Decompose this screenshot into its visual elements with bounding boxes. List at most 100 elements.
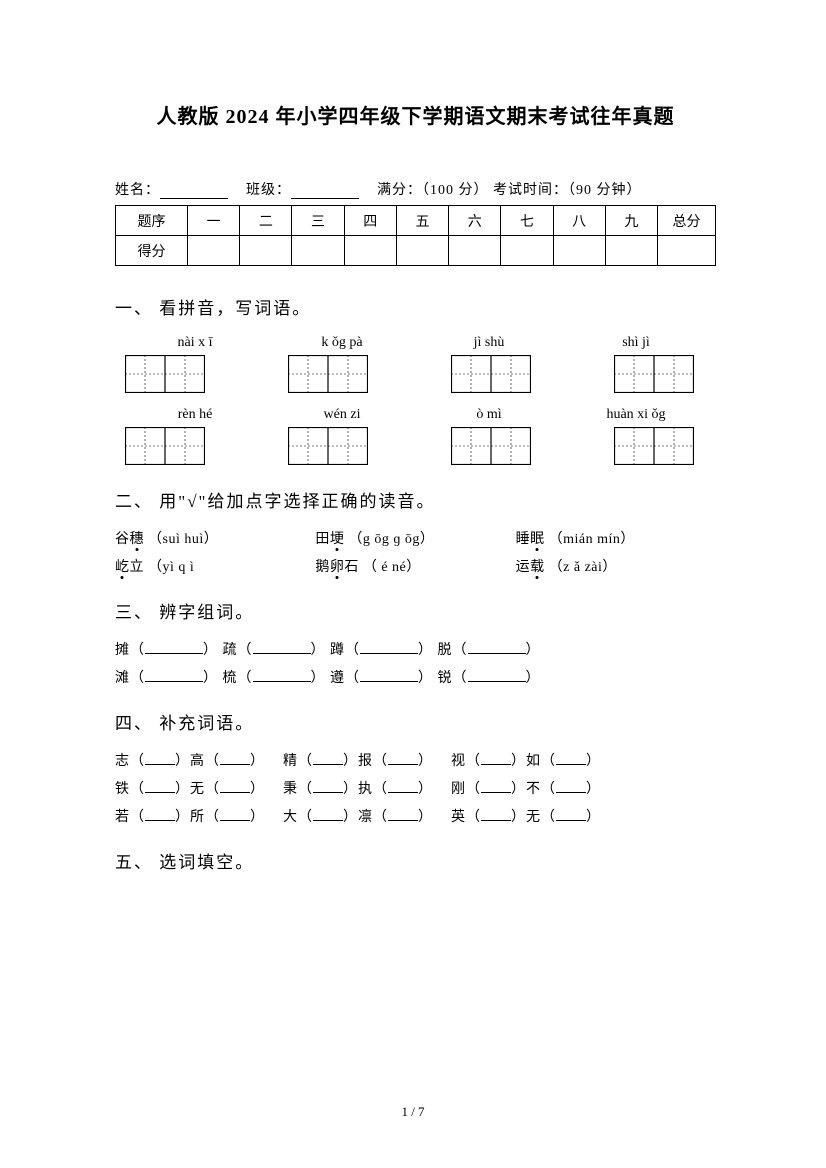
pinyin-label: shì jì [576, 335, 696, 351]
question-2-row: 谷穗 （suì huì）田埂 （g ōg ɡ ōg）睡眠 （mián mín） [115, 528, 716, 548]
section-1-title: 一、 看拼音，写词语。 [115, 294, 716, 319]
dotted-char: 载 [530, 556, 545, 576]
section-2-title: 二、 用"√"给加点字选择正确的读音。 [115, 487, 716, 512]
pinyin-label: ò mì [429, 407, 549, 423]
answer-blank[interactable] [481, 780, 511, 793]
answer-blank[interactable] [388, 808, 418, 821]
answer-blank[interactable] [220, 752, 250, 765]
header-cell: 题序 [116, 206, 188, 236]
header-cell: 二 [240, 206, 292, 236]
question-3-row: 滩（） 梳（） 遵（） 锐（） [115, 667, 716, 687]
answer-blank[interactable] [313, 808, 343, 821]
answer-blank[interactable] [253, 641, 311, 654]
header-cell: 五 [396, 206, 448, 236]
header-cell: 三 [292, 206, 344, 236]
writing-box[interactable] [614, 355, 694, 393]
score-cell[interactable] [396, 236, 448, 266]
answer-blank[interactable] [481, 752, 511, 765]
writing-box[interactable] [614, 427, 694, 465]
pinyin-label: huàn xi ǒg [576, 407, 696, 423]
question-2-item: 鹅卵石 （ é né） [315, 556, 515, 576]
answer-blank[interactable] [388, 752, 418, 765]
header-cell: 四 [344, 206, 396, 236]
score-label-cell: 得分 [116, 236, 188, 266]
writing-box[interactable] [451, 427, 531, 465]
score-cell[interactable] [292, 236, 344, 266]
writing-box[interactable] [125, 427, 205, 465]
answer-blank[interactable] [556, 780, 586, 793]
answer-blank[interactable] [220, 780, 250, 793]
answer-blank[interactable] [145, 669, 203, 682]
dotted-char: 眠 [530, 528, 545, 548]
header-cell: 九 [605, 206, 657, 236]
pinyin-label: rèn hé [135, 407, 255, 423]
answer-blank[interactable] [481, 808, 511, 821]
answer-blank[interactable] [145, 752, 175, 765]
student-info-line: 姓名： 班级： 满分：（100 分） 考试时间：（90 分钟） [115, 179, 716, 199]
answer-blank[interactable] [556, 752, 586, 765]
score-cell[interactable] [501, 236, 553, 266]
dotted-char: 屹 [115, 556, 130, 576]
answer-blank[interactable] [388, 780, 418, 793]
question-4-row: 志（）高（） 精（）报（） 视（）如（） [115, 750, 716, 770]
answer-blank[interactable] [145, 641, 203, 654]
class-label: 班级： [246, 183, 291, 198]
writing-box[interactable] [125, 355, 205, 393]
pinyin-label: k ǒg pà [282, 335, 402, 351]
time-label: 考试时间：（90 分钟） [493, 183, 642, 198]
score-cell[interactable] [553, 236, 605, 266]
pinyin-row: nài x ī k ǒg pà jì shù shì jì [115, 335, 716, 351]
section-3-title: 三、 辨字组词。 [115, 598, 716, 623]
answer-blank[interactable] [145, 808, 175, 821]
answer-blank[interactable] [145, 780, 175, 793]
answer-blank[interactable] [468, 641, 526, 654]
section-5-title: 五、 选词填空。 [115, 848, 716, 873]
score-cell[interactable] [240, 236, 292, 266]
document-title: 人教版 2024 年小学四年级下学期语文期末考试往年真题 [115, 100, 716, 129]
name-blank[interactable] [160, 185, 228, 199]
answer-blank[interactable] [253, 669, 311, 682]
header-cell: 总分 [658, 206, 716, 236]
question-2-item: 屹立 （yì q ì [115, 556, 315, 576]
charbox-row [115, 427, 716, 465]
pinyin-label: nài x ī [135, 335, 255, 351]
answer-blank[interactable] [313, 780, 343, 793]
score-cell[interactable] [605, 236, 657, 266]
writing-box[interactable] [288, 427, 368, 465]
section-4-title: 四、 补充词语。 [115, 709, 716, 734]
table-row: 题序 一 二 三 四 五 六 七 八 九 总分 [116, 206, 716, 236]
answer-blank[interactable] [360, 641, 418, 654]
table-row: 得分 [116, 236, 716, 266]
writing-box[interactable] [288, 355, 368, 393]
writing-box[interactable] [451, 355, 531, 393]
answer-blank[interactable] [360, 669, 418, 682]
question-2-item: 谷穗 （suì huì） [115, 528, 315, 548]
question-2-item: 睡眠 （mián mín） [516, 528, 716, 548]
dotted-char: 卵 [330, 556, 345, 576]
pinyin-row: rèn hé wén zi ò mì huàn xi ǒg [115, 407, 716, 423]
score-cell[interactable] [344, 236, 396, 266]
page-number: 1 / 7 [0, 1104, 826, 1120]
dotted-char: 埂 [330, 528, 345, 548]
dotted-char: 穗 [130, 528, 145, 548]
class-blank[interactable] [291, 185, 359, 199]
question-2-item: 运载 （z ǎ zài） [516, 556, 716, 576]
score-cell[interactable] [658, 236, 716, 266]
question-4-row: 若（）所（） 大（）凛（） 英（）无（） [115, 806, 716, 826]
score-cell[interactable] [188, 236, 240, 266]
answer-blank[interactable] [556, 808, 586, 821]
answer-blank[interactable] [468, 669, 526, 682]
score-cell[interactable] [449, 236, 501, 266]
charbox-row [115, 355, 716, 393]
header-cell: 七 [501, 206, 553, 236]
question-3-row: 摊（） 疏（） 蹲（） 脱（） [115, 639, 716, 659]
name-label: 姓名： [115, 183, 160, 198]
header-cell: 一 [188, 206, 240, 236]
question-2-row: 屹立 （yì q ì鹅卵石 （ é né）运载 （z ǎ zài） [115, 556, 716, 576]
header-cell: 八 [553, 206, 605, 236]
answer-blank[interactable] [313, 752, 343, 765]
answer-blank[interactable] [220, 808, 250, 821]
full-marks-label: 满分：（100 分） [377, 183, 489, 198]
question-2-item: 田埂 （g ōg ɡ ōg） [315, 528, 515, 548]
pinyin-label: wén zi [282, 407, 402, 423]
